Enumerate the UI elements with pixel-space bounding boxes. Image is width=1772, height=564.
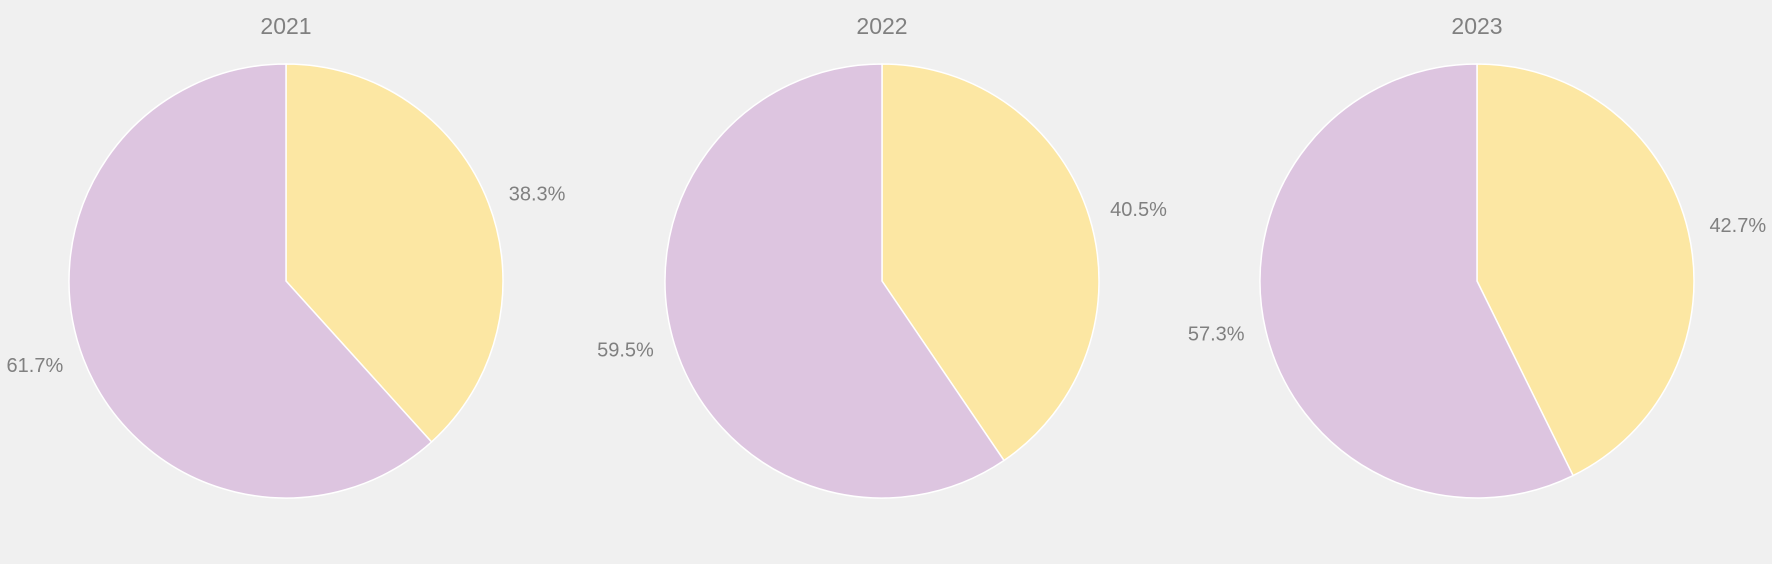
pie-chart-2023: 2023 42.7% 57.3% bbox=[1188, 13, 1766, 499]
slice-percent-label: 61.7% bbox=[7, 355, 64, 377]
pie-title: 2022 bbox=[856, 13, 907, 39]
pie-slice bbox=[1259, 63, 1575, 499]
pie-slice bbox=[285, 63, 504, 444]
slice-percent-label: 42.7% bbox=[1709, 215, 1766, 237]
slice-percent-label: 38.3% bbox=[509, 184, 566, 206]
pie-title: 2023 bbox=[1451, 13, 1502, 39]
pie-slice bbox=[881, 63, 1100, 462]
pie-slice bbox=[68, 63, 433, 499]
pie-slice bbox=[1476, 63, 1695, 477]
pie-chart-2022: 2022 40.5% 59.5% bbox=[597, 13, 1167, 499]
pie-slice bbox=[664, 63, 1006, 499]
slice-percent-label: 40.5% bbox=[1110, 199, 1167, 221]
pie-title: 2021 bbox=[260, 13, 311, 39]
slice-percent-label: 59.5% bbox=[597, 339, 654, 361]
pie-chart-2021: 2021 38.3% 61.7% bbox=[7, 13, 566, 499]
slice-percent-label: 57.3% bbox=[1188, 324, 1245, 346]
